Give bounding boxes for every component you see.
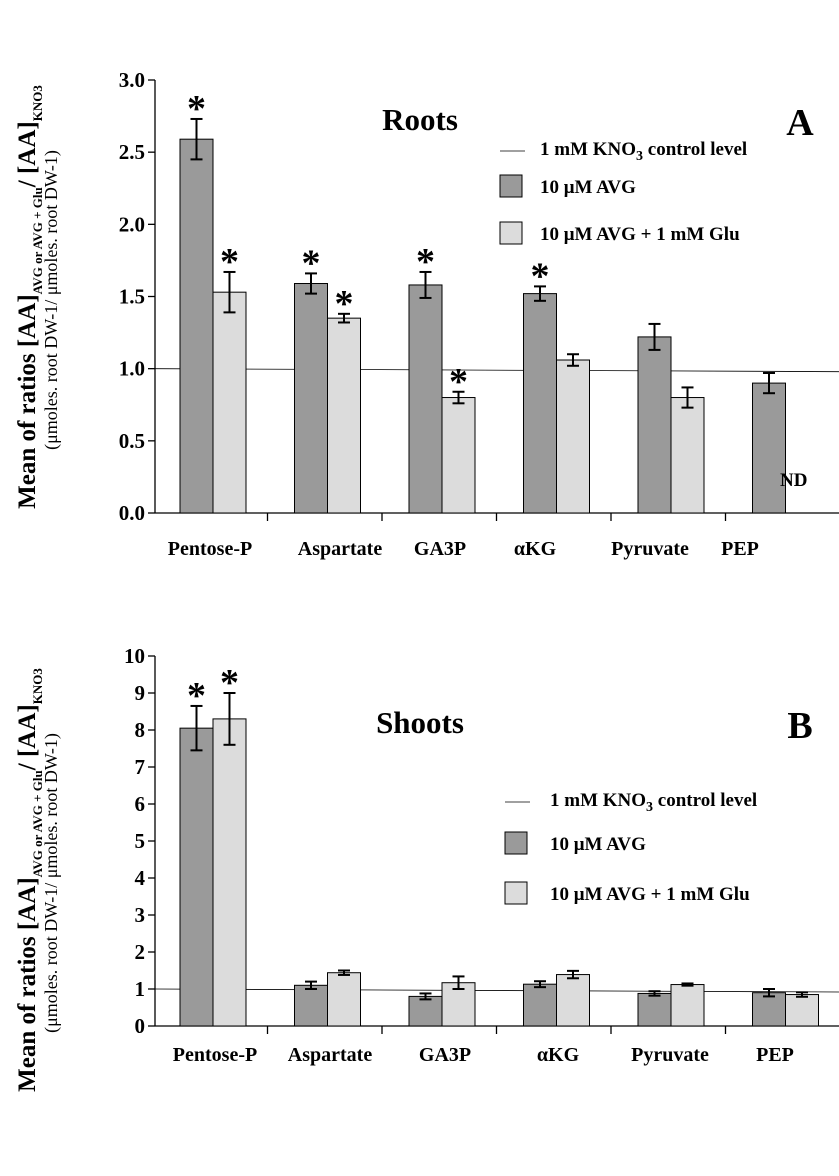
category-label: PEP [756,1044,794,1066]
significance-star: * [220,241,239,283]
roots-chart: 0.0 0.5 1.0 1.5 2.0 2.5 3.0 * * * * * * * ND Pentose-P A… [14,68,839,560]
significance-star: * [302,242,321,284]
bar-avg [294,984,328,1027]
bar-avg [752,382,786,514]
y-axis-label: Mean of ratios [AA]AVG or AVG + Glu/ [AA… [14,85,45,509]
category-label: αKG [514,538,557,560]
chart-title: Shoots [376,705,464,740]
y-tick-label: 8 [135,718,146,742]
legend-avg-glu-swatch [504,881,528,905]
bar-avg [523,983,557,1027]
legend-avg-swatch [499,174,523,198]
bar-avg [637,336,672,514]
bar-avg-glu [556,359,590,514]
category-label: GA3P [419,1044,471,1066]
bar-avg [408,995,443,1027]
significance-star: * [187,88,206,130]
bar-avg-glu [212,718,247,1027]
legend-series-label: 10 μM AVG [550,834,646,855]
bar-avg [294,283,328,514]
bar-avg-glu [212,291,247,514]
significance-star: * [335,283,354,325]
category-label: Pentose-P [168,538,252,560]
y-tick-label: 1.5 [119,285,145,309]
y-tick-label: 6 [135,792,146,816]
bar-avg [179,727,214,1027]
legend-control-label: 1 mM KNO3 control level [540,139,747,164]
bar-avg-glu [327,317,361,514]
y-tick-label: 0.0 [119,501,145,525]
category-label: αKG [537,1044,580,1066]
legend-control-label: 1 mM KNO3 control level [550,790,757,815]
bar-avg [179,138,214,514]
legend-avg-swatch [504,831,528,855]
category-label: Pentose-P [173,1044,257,1066]
bar-avg [637,992,672,1027]
bar-avg [523,293,557,514]
bar-avg-glu [441,397,476,514]
y-tick-label: 9 [135,681,146,705]
y-tick-label: 2.0 [119,212,145,236]
significance-star: * [416,241,435,283]
panel-label: B [787,705,812,747]
significance-star: * [449,361,468,403]
bar-avg-glu [556,974,590,1027]
category-label: Aspartate [288,1044,373,1066]
bar-avg-glu [785,994,819,1027]
shoots-chart: 0 1 2 3 4 5 6 7 8 9 10 * * Pentose-P Aspartate GA3P αKG P… [14,644,839,1092]
legend-series-label: 10 μM AVG + 1 mM Glu [540,224,740,245]
significance-star: * [220,662,239,704]
y-tick-label: 0.5 [119,429,145,453]
chart-title: Roots [382,102,458,137]
y-tick-label: 2 [135,940,146,964]
y-tick-label: 7 [135,755,146,779]
legend-series-label: 10 μM AVG [540,177,636,198]
y-axis-units-label: (μmoles. root DW-1/ μmoles. root DW-1) [41,733,62,1033]
bar-avg [752,992,786,1027]
y-tick-label: 1 [135,977,146,1001]
category-label: Aspartate [298,538,383,560]
panel-label: A [786,102,814,144]
y-tick-label: 3.0 [119,68,145,92]
bar-avg [408,284,443,514]
category-label: Pyruvate [611,538,689,560]
control-level-line [154,368,839,373]
category-label: Pyruvate [631,1044,709,1066]
control-level-line [154,988,839,993]
y-tick-label: 0 [135,1014,146,1038]
y-tick-label: 10 [124,644,145,668]
y-tick-label: 5 [135,829,146,853]
significance-star: * [531,255,550,297]
y-tick-label: 2.5 [119,140,145,164]
legend-series-label: 10 μM AVG + 1 mM Glu [550,884,750,905]
y-tick-label: 1.0 [119,357,145,381]
bar-avg-glu [670,397,705,514]
y-tick-label: 3 [135,903,146,927]
legend-avg-glu-swatch [499,221,523,245]
nd-label: ND [780,470,807,491]
y-axis-label: Mean of ratios [AA]AVG or AVG + Glu/ [AA… [14,668,45,1092]
y-tick-label: 4 [135,866,146,890]
category-label: PEP [721,538,759,560]
significance-star: * [187,675,206,717]
bar-avg-glu [327,972,361,1027]
category-label: GA3P [414,538,466,560]
bar-avg-glu [670,984,705,1027]
y-axis-units-label: (μmoles. root DW-1/ μmoles. root DW-1) [41,150,62,450]
